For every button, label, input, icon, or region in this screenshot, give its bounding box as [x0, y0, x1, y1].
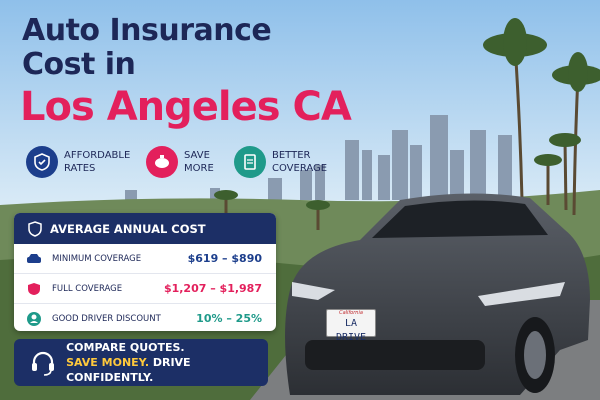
feature-text: AFFORDABLE RATES [64, 149, 130, 175]
text: DRIVE CONFIDENTLY. [66, 356, 191, 384]
feature: AFFORDABLE RATES [26, 146, 130, 178]
license-plate: California LA DRIVE [326, 309, 376, 343]
text: RATES [64, 163, 96, 174]
feature: BETTER COVERAGE [234, 146, 327, 178]
shield-icon [26, 146, 58, 178]
plate-text: LA DRIVE [335, 318, 367, 343]
shield-icon [28, 220, 42, 237]
text: COVERAGE [272, 163, 328, 174]
title-city: Los Angeles CA [20, 84, 352, 130]
text: AFFORDABLE [64, 150, 131, 161]
card-header: AVERAGE ANNUAL COST [14, 213, 276, 244]
icon [244, 154, 256, 170]
doc-icon [234, 146, 266, 178]
text: MORE [184, 163, 214, 174]
row-label: MINIMUM COVERAGE [52, 253, 142, 264]
headset-icon [32, 351, 54, 376]
row-label: GOOD DRIVER DISCOUNT [52, 313, 161, 324]
title: Auto Insurance [22, 13, 272, 48]
car [285, 193, 590, 395]
icon [34, 153, 50, 171]
car-icon [27, 253, 41, 263]
card-title: AVERAGE ANNUAL COST [50, 221, 206, 236]
title: Cost in [22, 47, 136, 82]
driver-icon [27, 311, 41, 326]
cost-row: GOOD DRIVER DISCOUNT 10% – 25% [14, 304, 276, 331]
row-value: $1,207 – $1,987 [163, 282, 262, 295]
row-label: FULL COVERAGE [52, 283, 123, 294]
cost-row: MINIMUM COVERAGE $619 – $890 [14, 244, 276, 274]
plate-state: California [339, 310, 363, 316]
feature-text: BETTER COVERAGE [272, 149, 327, 175]
cost-row: FULL COVERAGE $1,207 – $1,987 [14, 274, 276, 304]
text: SAVE [184, 150, 210, 161]
skyline [125, 115, 512, 210]
cta-banner: COMPARE QUOTES. SAVE MONEY. DRIVE CONFID… [14, 339, 268, 386]
feature-text: SAVE MORE [184, 149, 214, 175]
highlight: SAVE MONEY. [66, 356, 149, 369]
shield-icon [28, 282, 40, 295]
text: COMPARE QUOTES. [66, 341, 185, 354]
palm-leaves [214, 18, 600, 210]
text-line: SAVE MONEY. DRIVE CONFIDENTLY. [66, 355, 268, 385]
row-value: 10% – 25% [196, 312, 262, 325]
piggy-icon [146, 146, 178, 178]
text: BETTER [272, 150, 311, 161]
feature: SAVE MORE [146, 146, 214, 178]
icon [155, 155, 169, 168]
row-value: $619 – $890 [187, 252, 262, 265]
cta-text: COMPARE QUOTES. SAVE MONEY. DRIVE CONFID… [66, 340, 268, 385]
cost-card: AVERAGE ANNUAL COST MINIMUM COVERAGE $61… [14, 213, 276, 331]
